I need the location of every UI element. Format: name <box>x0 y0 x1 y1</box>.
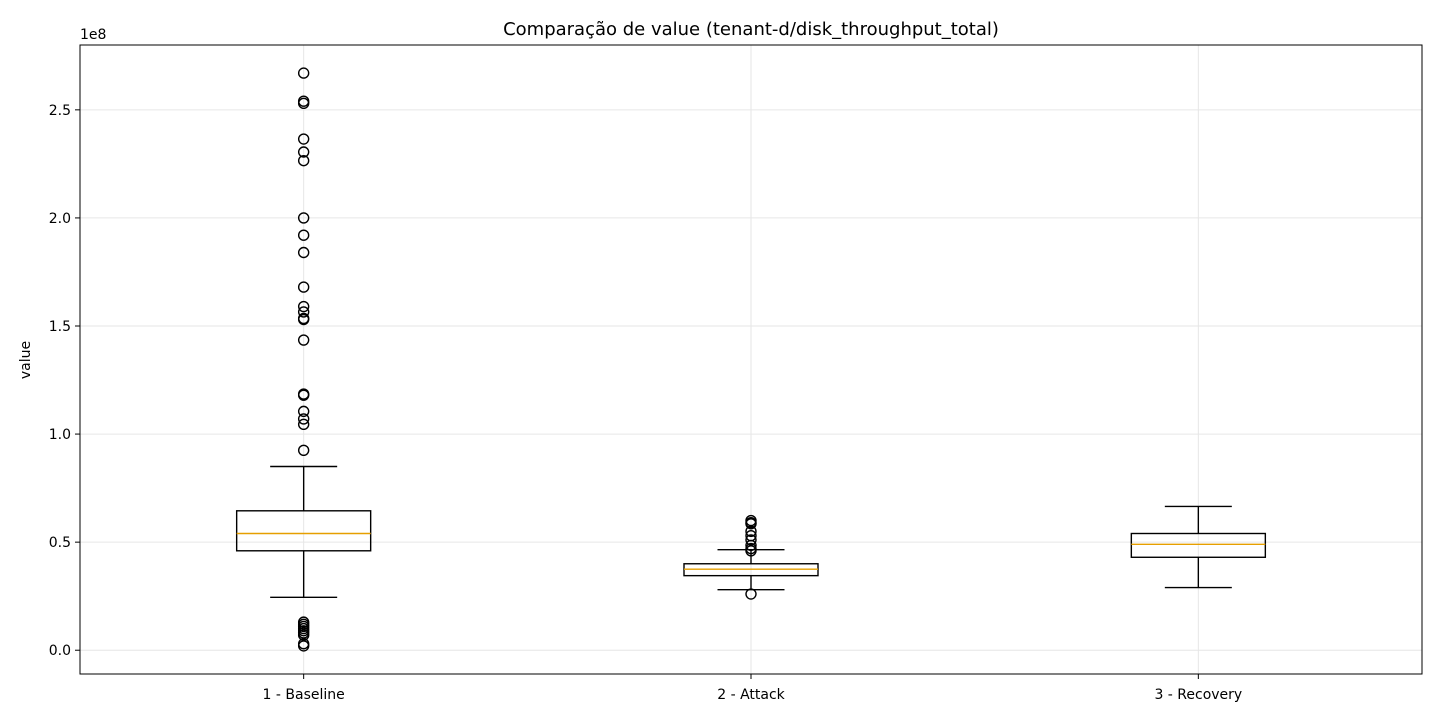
axis-ticks: 0.0 0.5 1.0 1.5 2.0 2.5 1 - Baseline 2 - Attack… <box>49 103 1242 703</box>
y-tick-label: 2.0 <box>49 211 71 227</box>
x-tick-label: 2 - Attack <box>717 687 785 703</box>
outlier-point <box>297 300 310 313</box>
y-tick-label: 0.0 <box>49 643 71 659</box>
outlier-point <box>745 545 757 557</box>
outlier-point <box>297 212 310 224</box>
box-group <box>1130 505 1267 589</box>
outlier-point <box>297 97 310 110</box>
outlier-point <box>297 146 310 158</box>
y-tick-label: 0.5 <box>49 535 71 551</box>
outlier-point <box>297 334 310 346</box>
outlier-point <box>745 534 757 546</box>
outlier-point <box>297 154 310 167</box>
box-group <box>683 514 819 600</box>
outlier-point <box>297 444 310 456</box>
outlier-point <box>297 246 310 259</box>
grid-lines <box>80 45 1422 674</box>
outlier-point <box>297 413 310 425</box>
outlier-point <box>745 525 757 538</box>
y-tick-label: 2.5 <box>49 103 71 119</box>
outlier-point <box>297 418 310 431</box>
chart-title: Comparação de value (tenant-d/disk_throu… <box>503 19 999 40</box>
outlier-point <box>297 281 310 293</box>
outlier-point <box>297 629 310 641</box>
outlier-point <box>745 518 757 530</box>
outlier-point <box>297 133 310 145</box>
outlier-point <box>297 640 310 652</box>
box-plots <box>235 67 1267 652</box>
x-tick-label: 3 - Recovery <box>1154 687 1242 703</box>
iqr-box <box>1130 532 1267 558</box>
iqr-box <box>235 510 372 552</box>
y-axis-label: value <box>18 341 34 379</box>
x-tick-label: 1 - Baseline <box>263 687 345 703</box>
outlier-point <box>745 539 757 552</box>
outlier-point <box>297 389 310 401</box>
box-group <box>235 67 372 652</box>
outlier-point <box>297 67 310 79</box>
outlier-point <box>297 306 310 318</box>
outlier-point <box>297 313 310 326</box>
outlier-point <box>745 588 757 600</box>
y-tick-label: 1.5 <box>49 319 71 335</box>
outlier-point <box>297 229 310 241</box>
y-tick-label: 1.0 <box>49 427 71 443</box>
y-offset-label: 1e8 <box>80 27 106 43</box>
outlier-point <box>297 405 310 418</box>
